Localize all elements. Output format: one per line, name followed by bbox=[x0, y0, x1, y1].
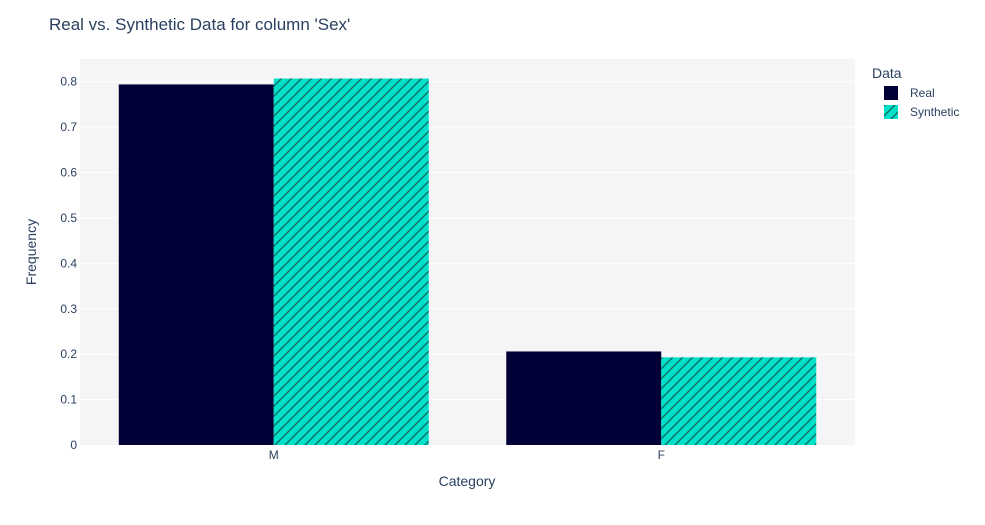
legend-label-real: Real bbox=[910, 86, 935, 100]
x-tick-label: F bbox=[658, 448, 665, 462]
y-tick-label: 0.5 bbox=[60, 211, 77, 225]
legend-swatch-synthetic bbox=[884, 105, 898, 119]
bar-real-f[interactable] bbox=[506, 351, 662, 445]
y-tick-label: 0.4 bbox=[60, 256, 77, 270]
y-tick-label: 0.7 bbox=[60, 120, 77, 134]
legend-item-real[interactable]: Real bbox=[884, 86, 935, 100]
x-tick-label: M bbox=[269, 448, 279, 462]
y-tick-label: 0.1 bbox=[60, 393, 77, 407]
y-tick-label: 0.2 bbox=[60, 347, 77, 361]
bar-synthetic-f[interactable] bbox=[661, 357, 817, 445]
legend-title: Data bbox=[872, 65, 902, 81]
y-tick-label: 0.8 bbox=[60, 75, 77, 89]
bar-real-m[interactable] bbox=[118, 84, 274, 445]
legend-label-synthetic: Synthetic bbox=[910, 105, 959, 119]
y-tick-label: 0.3 bbox=[60, 302, 77, 316]
legend-item-synthetic[interactable]: Synthetic bbox=[884, 105, 959, 119]
y-tick-labels: 0 0.1 0.2 0.3 0.4 0.5 0.6 0.7 0.8 bbox=[60, 75, 77, 452]
y-axis-title: Frequency bbox=[23, 219, 39, 285]
y-tick-label: 0 bbox=[70, 438, 77, 452]
chart-title: Real vs. Synthetic Data for column 'Sex' bbox=[49, 15, 350, 34]
bars bbox=[118, 78, 817, 445]
bar-synthetic-m[interactable] bbox=[273, 78, 429, 445]
x-axis-title: Category bbox=[439, 473, 496, 489]
y-tick-label: 0.6 bbox=[60, 166, 77, 180]
legend-swatch-real bbox=[884, 86, 898, 100]
legend[interactable]: Data Real Synthetic bbox=[872, 65, 959, 119]
